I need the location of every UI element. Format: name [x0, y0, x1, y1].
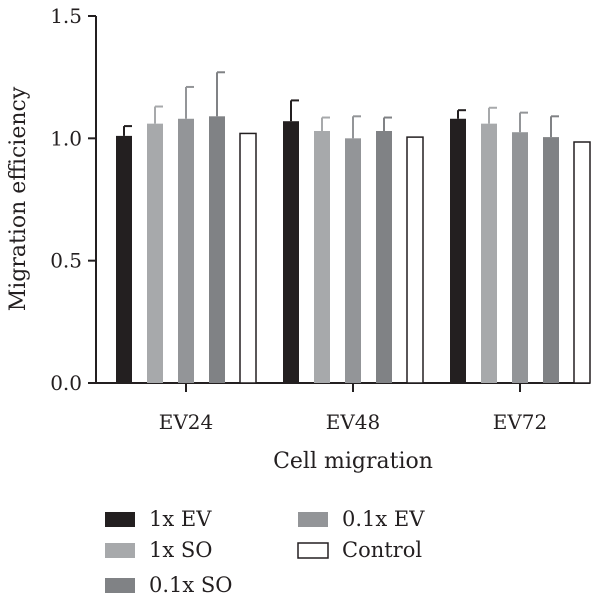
legend-label: 0.1x SO — [149, 573, 233, 597]
bar — [481, 123, 497, 384]
legend-item: 1x EV — [105, 507, 212, 531]
legend-swatch — [105, 512, 135, 527]
legend-item: 0.1x SO — [105, 573, 233, 597]
x-axis-ticks: EV24 EV48 EV72 — [159, 383, 548, 434]
legend-item: 1x SO — [105, 538, 212, 562]
bar-series — [116, 71, 591, 384]
legend-label: 1x SO — [149, 538, 212, 562]
bar — [406, 136, 424, 384]
legend-label: 1x EV — [149, 507, 212, 531]
x-tick-label: EV24 — [159, 410, 214, 434]
bar — [543, 137, 559, 383]
y-tick-label: 1.0 — [50, 126, 82, 150]
bar — [450, 118, 466, 383]
bar — [345, 138, 361, 383]
bar — [314, 130, 330, 383]
chart-legend: 1x EV 1x SO 0.1x EV 0.1x SO Control — [105, 507, 425, 597]
legend-item: Control — [297, 538, 422, 562]
legend-swatch — [105, 543, 135, 558]
y-axis-ticks: 0.0 0.5 1.0 1.5 — [50, 4, 96, 395]
legend-swatch — [297, 542, 329, 559]
bar — [209, 116, 225, 384]
y-tick-label: 1.5 — [50, 4, 82, 28]
bar — [178, 118, 194, 383]
bar — [239, 132, 257, 384]
x-axis-label: Cell migration — [273, 449, 433, 474]
legend-item: 0.1x EV — [298, 507, 425, 531]
bar — [283, 121, 299, 383]
x-tick-label: EV72 — [493, 410, 548, 434]
bar — [573, 141, 591, 384]
y-axis-label: Migration efficiency — [6, 86, 31, 311]
bar — [376, 130, 392, 383]
y-tick-label: 0.0 — [50, 371, 82, 395]
bar — [116, 135, 132, 383]
legend-swatch — [298, 512, 328, 527]
x-tick-label: EV48 — [326, 410, 381, 434]
legend-swatch — [105, 578, 135, 593]
bar — [512, 132, 528, 383]
legend-label: 0.1x EV — [342, 507, 425, 531]
bar — [147, 123, 163, 384]
legend-label: Control — [342, 538, 422, 562]
y-tick-label: 0.5 — [50, 249, 82, 273]
